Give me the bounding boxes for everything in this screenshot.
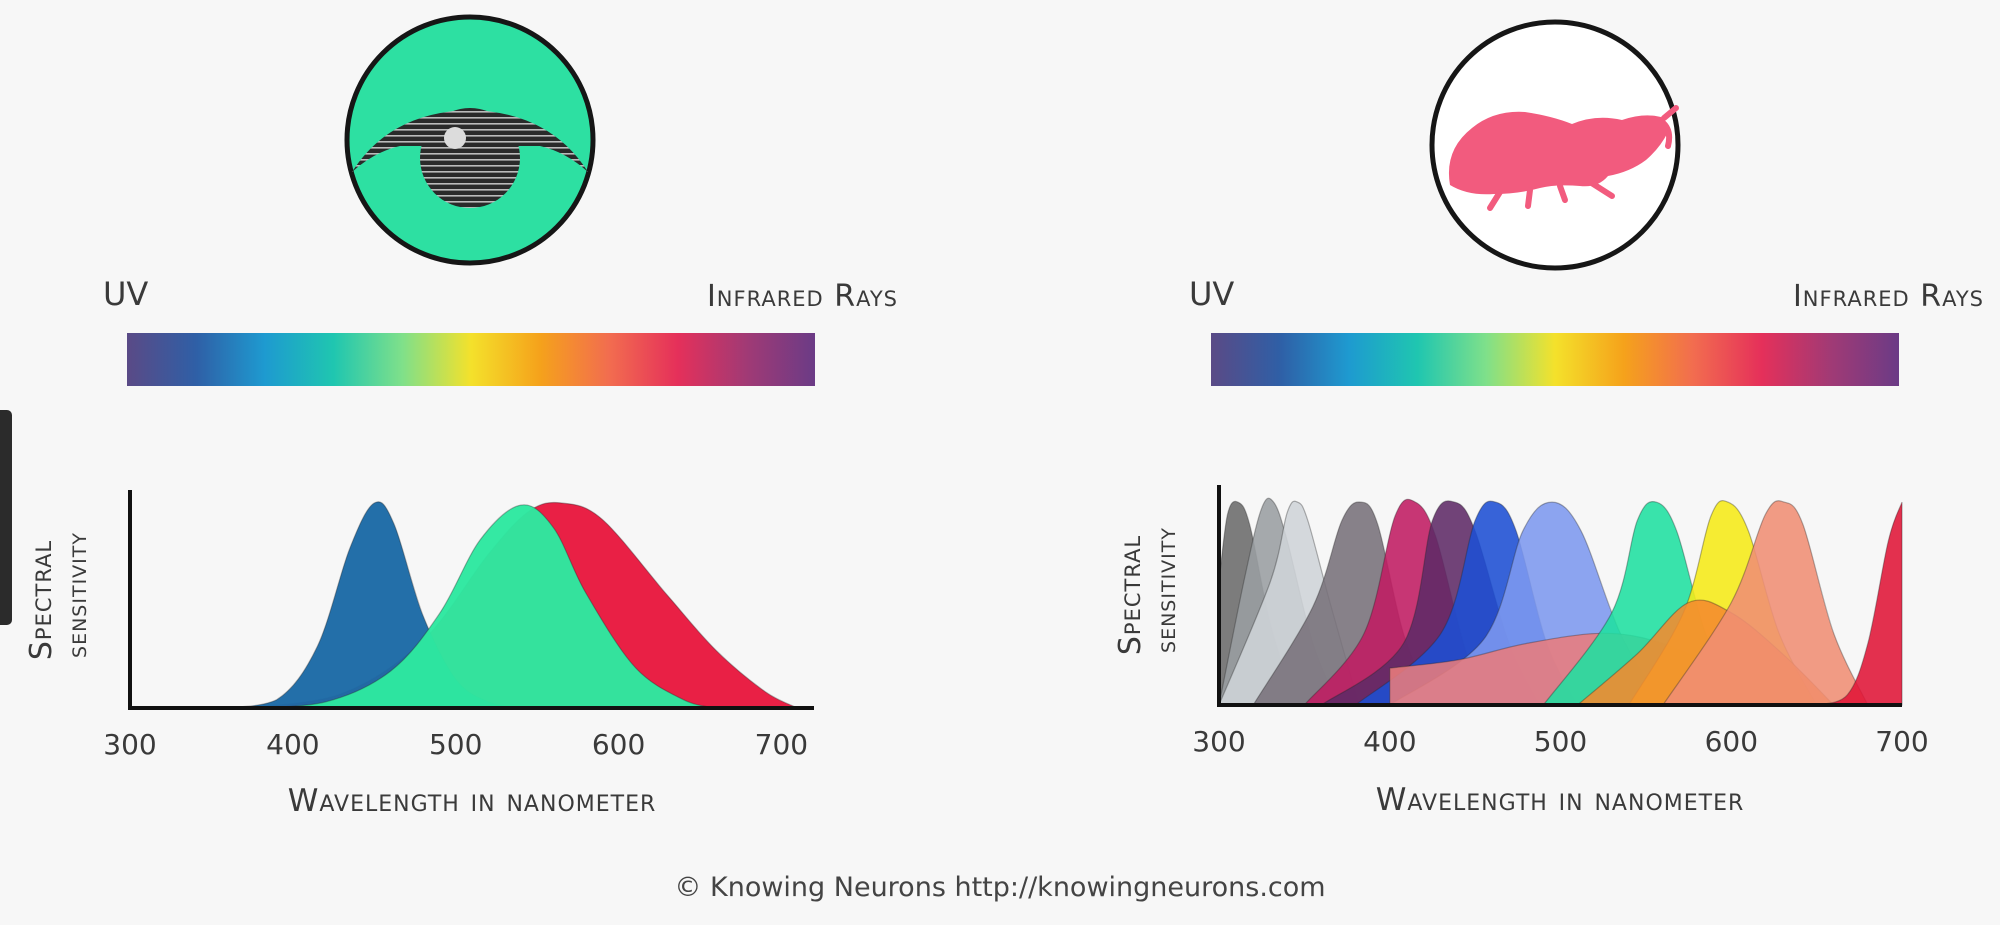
sensitivity-areas	[1218, 497, 1903, 706]
x-tick-label: 500	[429, 728, 482, 761]
y-axis-label-line1: Spectral	[1113, 535, 1148, 655]
human-panel: UV Infrared Rays 300 400 500 600 700 Wavelen…	[24, 14, 898, 819]
y-axis-label: Spectral sensitivity	[1113, 527, 1182, 655]
x-tick-label: 400	[1363, 725, 1416, 758]
y-axis-label-line1: Spectral	[24, 540, 59, 660]
sensitivity-curve-630nm	[1661, 500, 1869, 706]
spectrum-bar	[127, 333, 815, 386]
x-tick-label: 400	[266, 728, 319, 761]
sensitivity-curve-540nm	[243, 504, 717, 709]
spectrum-infrared-label: Infrared Rays	[707, 279, 898, 314]
x-tick-labels: 300 400 500 600 700	[1192, 725, 1928, 758]
y-axis-label: Spectral sensitivity	[24, 532, 93, 660]
spectrum-uv-label: UV	[1189, 275, 1234, 313]
y-axis-label-line2: sensitivity	[62, 532, 93, 658]
x-axis-label: Wavelength in nanometer	[288, 783, 657, 819]
x-tick-label: 600	[592, 728, 645, 761]
x-tick-label: 700	[755, 728, 808, 761]
shrimp-panel: UV Infrared Rays 300 400 500 600 700 Wavelen…	[1113, 19, 1984, 818]
x-tick-label: 600	[1705, 725, 1758, 758]
x-tick-labels: 300 400 500 600 700	[103, 728, 808, 761]
x-tick-label: 700	[1875, 725, 1928, 758]
sensitivity-areas	[219, 501, 798, 709]
x-tick-label: 300	[1192, 725, 1245, 758]
axes	[1217, 485, 1902, 707]
x-tick-label: 500	[1534, 725, 1587, 758]
x-tick-label: 300	[103, 728, 156, 761]
mantis-shrimp-icon	[1429, 19, 1681, 271]
spectrum-uv-label: UV	[103, 275, 148, 313]
spectrum-infrared-label: Infrared Rays	[1793, 279, 1984, 314]
axes	[128, 490, 814, 710]
spectrum-bar	[1211, 333, 1899, 386]
x-axis-label: Wavelength in nanometer	[1376, 782, 1745, 818]
y-axis-label-line2: sensitivity	[1151, 527, 1182, 653]
sensitivity-curve-700nm	[1816, 501, 1903, 706]
side-tab-handle[interactable]	[0, 410, 12, 625]
human-eye-icon	[344, 14, 596, 266]
credit-text: © Knowing Neurons http://knowingneurons.…	[674, 872, 1326, 903]
